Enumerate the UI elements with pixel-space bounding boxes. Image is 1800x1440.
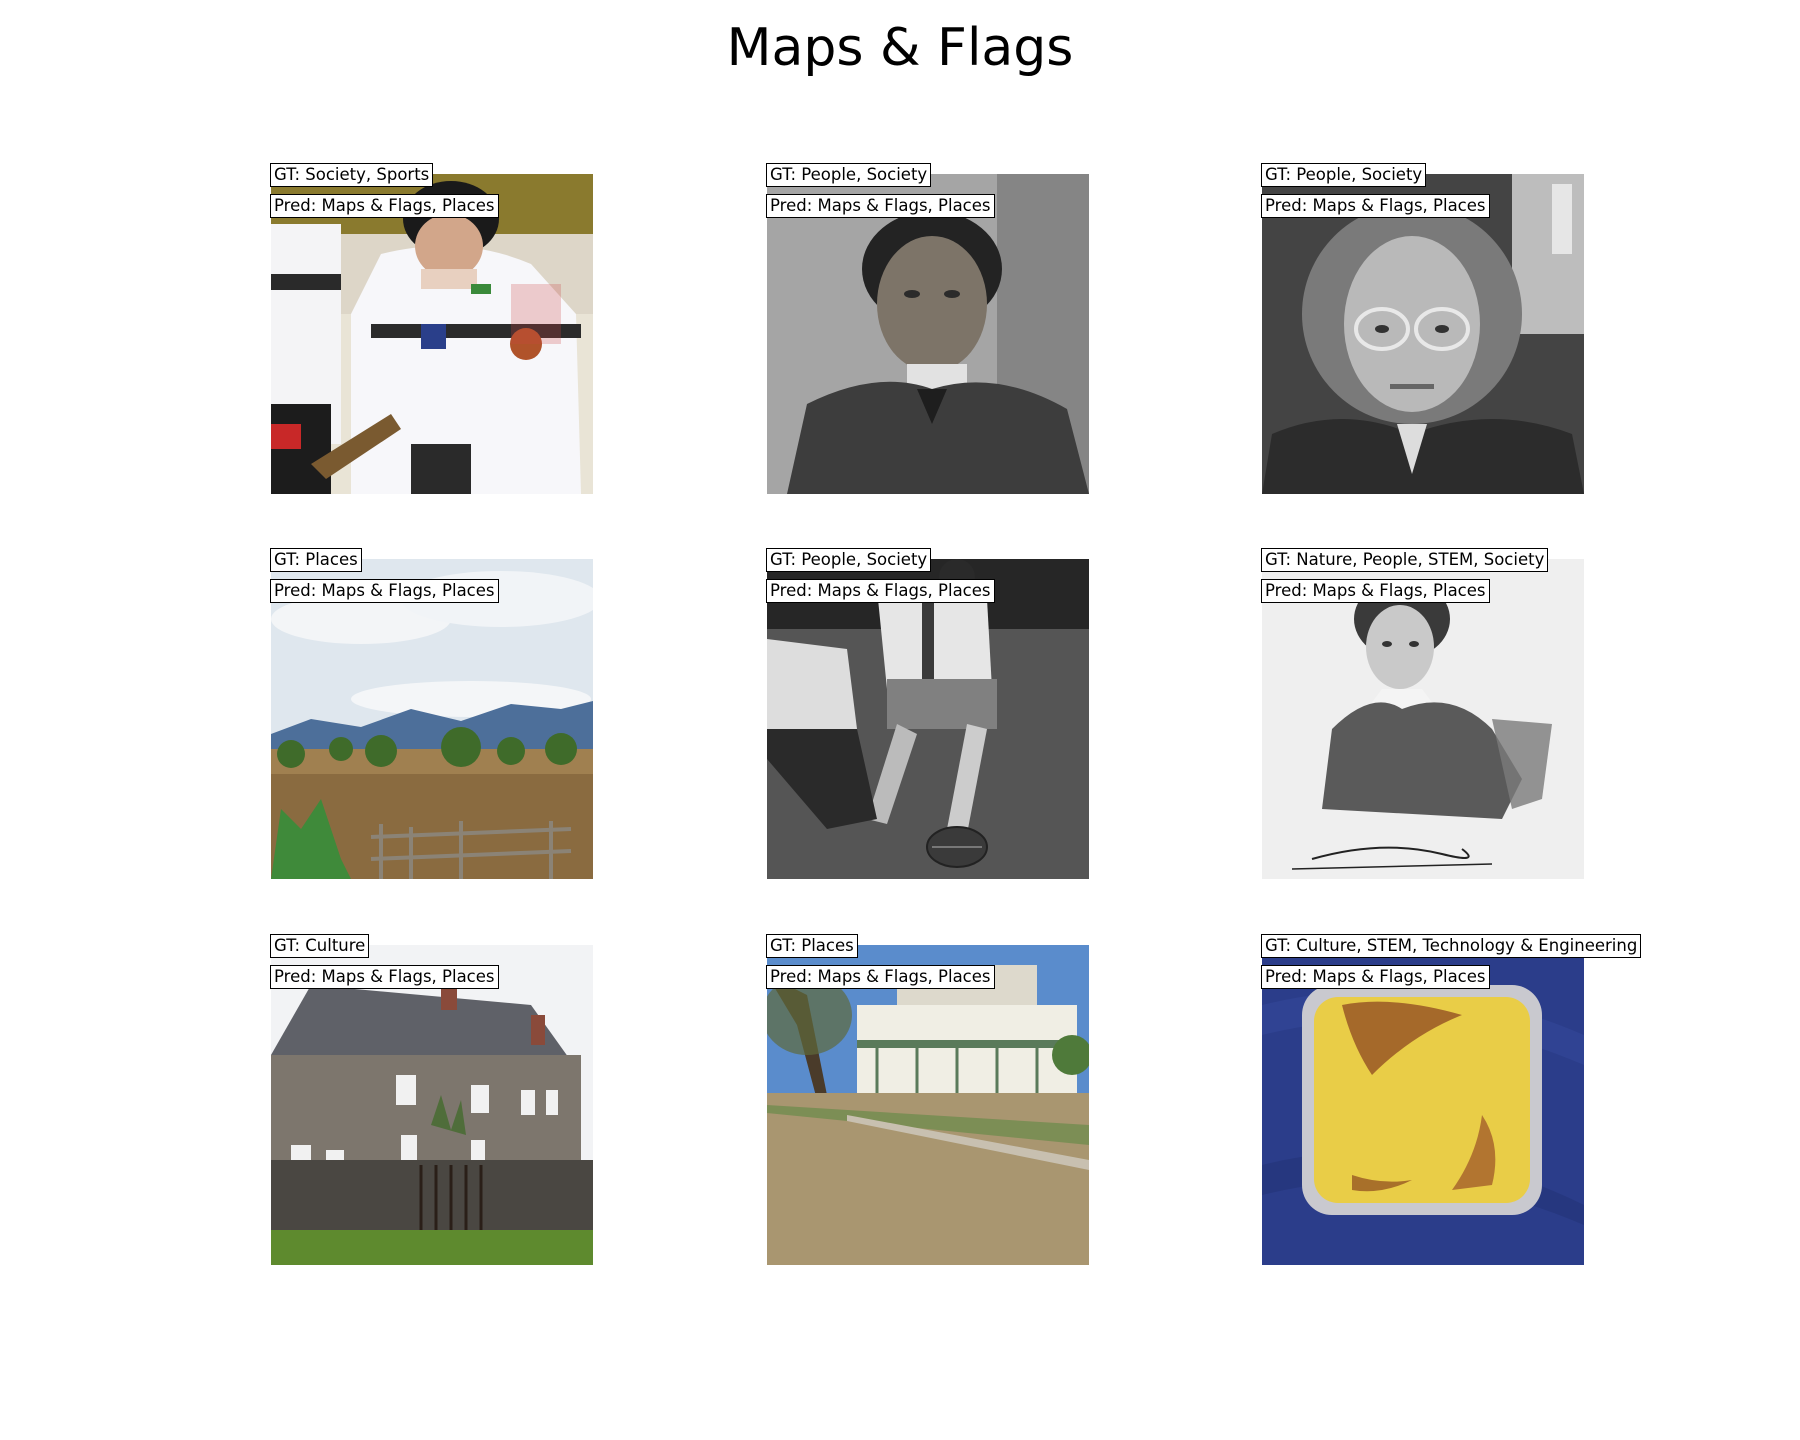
thumbnail-image: [271, 174, 593, 494]
prediction-label: Pred: Maps & Flags, Places: [766, 579, 995, 603]
thumbnail-image: [767, 559, 1089, 879]
ground-truth-label: GT: People, Society: [766, 548, 932, 572]
prediction-label: Pred: Maps & Flags, Places: [1261, 579, 1490, 603]
football-players-image: [767, 559, 1089, 879]
thumbnail-image: [1262, 559, 1584, 879]
baked-custard-image: [1262, 945, 1584, 1265]
figure-title: Maps & Flags: [726, 18, 1074, 78]
image-panel: GT: Culture, STEM, Technology & Engineer…: [1261, 934, 1642, 1265]
prediction-label: Pred: Maps & Flags, Places: [270, 194, 499, 218]
prediction-label: Pred: Maps & Flags, Places: [766, 194, 995, 218]
ground-truth-label: GT: People, Society: [766, 163, 932, 187]
ground-truth-label: GT: Society, Sports: [270, 163, 434, 187]
thumbnail-image: [271, 945, 593, 1265]
image-panel: GT: People, Society Pred: Maps & Flags, …: [1261, 163, 1584, 494]
rural-landscape-image: [271, 559, 593, 879]
portrait-woman-image: [1262, 174, 1584, 494]
engraved-portrait-image: [1262, 559, 1584, 879]
image-panel: GT: Society, Sports Pred: Maps & Flags, …: [270, 163, 593, 494]
ground-truth-label: GT: People, Society: [1261, 163, 1427, 187]
thumbnail-image: [767, 174, 1089, 494]
prediction-label: Pred: Maps & Flags, Places: [270, 965, 499, 989]
thumbnail-image: [1262, 945, 1584, 1265]
thumbnail-image: [1262, 174, 1584, 494]
prediction-label: Pred: Maps & Flags, Places: [766, 965, 995, 989]
stone-cottage-image: [271, 945, 593, 1265]
image-panel: GT: Culture Pred: Maps & Flags, Places: [270, 934, 593, 1265]
prediction-label: Pred: Maps & Flags, Places: [1261, 965, 1490, 989]
portrait-man-image: [767, 174, 1089, 494]
ground-truth-label: GT: Places: [270, 548, 362, 572]
image-panel: GT: People, Society Pred: Maps & Flags, …: [766, 548, 1089, 879]
ground-truth-label: GT: Culture: [270, 934, 370, 958]
thumbnail-image: [271, 559, 593, 879]
prediction-label: Pred: Maps & Flags, Places: [270, 579, 499, 603]
image-panel: GT: Nature, People, STEM, Society Pred: …: [1261, 548, 1584, 879]
historic-building-image: [767, 945, 1089, 1265]
image-panel: GT: Places Pred: Maps & Flags, Places: [766, 934, 1089, 1265]
image-panel: GT: People, Society Pred: Maps & Flags, …: [766, 163, 1089, 494]
ground-truth-label: GT: Culture, STEM, Technology & Engineer…: [1261, 934, 1642, 958]
prediction-label: Pred: Maps & Flags, Places: [1261, 194, 1490, 218]
ground-truth-label: GT: Places: [766, 934, 858, 958]
ground-truth-label: GT: Nature, People, STEM, Society: [1261, 548, 1549, 572]
hockey-players-image: [271, 174, 593, 494]
image-panel: GT: Places Pred: Maps & Flags, Places: [270, 548, 593, 879]
thumbnail-image: [767, 945, 1089, 1265]
